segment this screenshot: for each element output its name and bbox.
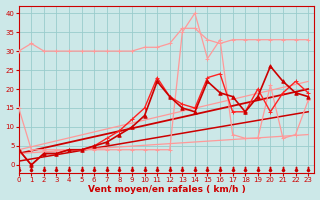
X-axis label: Vent moyen/en rafales ( km/h ): Vent moyen/en rafales ( km/h ): [88, 185, 245, 194]
